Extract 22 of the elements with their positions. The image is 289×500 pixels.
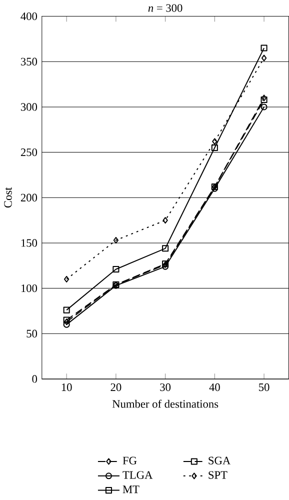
y-tick-label: 200 [20, 194, 38, 202]
x-tick-label: 30 [160, 383, 171, 392]
x-axis-title: Number of destinations [112, 400, 218, 408]
legend-label: FG [122, 456, 137, 464]
y-tick-label: 300 [21, 103, 38, 111]
y-tick-label: 0 [32, 375, 38, 383]
y-tick-label: 250 [20, 148, 38, 156]
y-axis-title: Cost [4, 187, 12, 208]
y-tick-label: 100 [21, 284, 38, 292]
chart-title: n = 300 [148, 4, 182, 12]
y-tick-label: 400 [20, 12, 38, 20]
x-tick-label: 50 [259, 383, 270, 392]
y-tick-label: 150 [21, 239, 38, 247]
x-tick-label: 10 [62, 383, 72, 392]
legend-label: MT [122, 486, 140, 494]
legend-label: SPT [208, 471, 228, 479]
x-tick-label: 20 [110, 383, 122, 392]
y-tick-label: 50 [26, 330, 38, 338]
legend-label: TLGA [122, 471, 153, 479]
y-tick-label: 350 [21, 58, 38, 66]
legend-label: SGA [208, 456, 231, 464]
x-tick-label: 40 [209, 383, 220, 392]
